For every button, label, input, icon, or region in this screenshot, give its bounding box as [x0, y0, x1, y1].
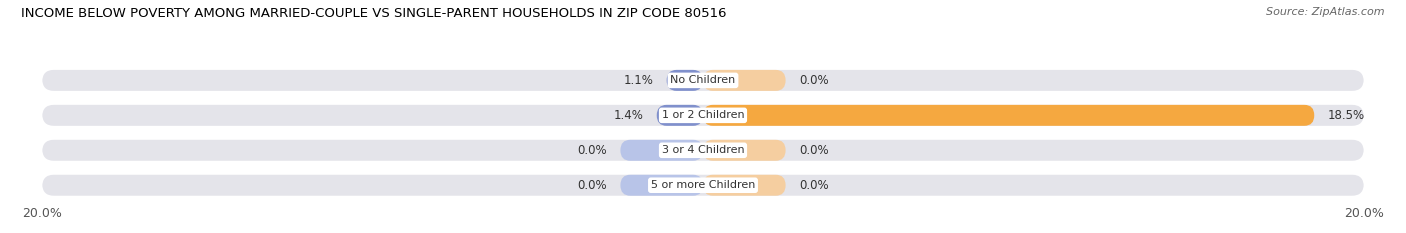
FancyBboxPatch shape: [703, 140, 786, 161]
Text: 0.0%: 0.0%: [578, 144, 607, 157]
FancyBboxPatch shape: [703, 175, 786, 196]
Text: 1.1%: 1.1%: [624, 74, 654, 87]
Text: INCOME BELOW POVERTY AMONG MARRIED-COUPLE VS SINGLE-PARENT HOUSEHOLDS IN ZIP COD: INCOME BELOW POVERTY AMONG MARRIED-COUPL…: [21, 7, 727, 20]
FancyBboxPatch shape: [620, 140, 703, 161]
FancyBboxPatch shape: [42, 140, 1364, 161]
Text: 0.0%: 0.0%: [578, 179, 607, 192]
Text: Source: ZipAtlas.com: Source: ZipAtlas.com: [1267, 7, 1385, 17]
FancyBboxPatch shape: [42, 175, 1364, 196]
Text: 0.0%: 0.0%: [799, 144, 828, 157]
Text: 3 or 4 Children: 3 or 4 Children: [662, 145, 744, 155]
Text: 0.0%: 0.0%: [799, 74, 828, 87]
Text: 18.5%: 18.5%: [1327, 109, 1365, 122]
FancyBboxPatch shape: [620, 175, 703, 196]
FancyBboxPatch shape: [703, 105, 1315, 126]
Text: 5 or more Children: 5 or more Children: [651, 180, 755, 190]
Text: 1.4%: 1.4%: [613, 109, 644, 122]
FancyBboxPatch shape: [42, 70, 1364, 91]
FancyBboxPatch shape: [42, 105, 1364, 126]
FancyBboxPatch shape: [666, 70, 703, 91]
Text: No Children: No Children: [671, 75, 735, 85]
Text: 0.0%: 0.0%: [799, 179, 828, 192]
FancyBboxPatch shape: [703, 70, 786, 91]
FancyBboxPatch shape: [657, 105, 703, 126]
Text: 1 or 2 Children: 1 or 2 Children: [662, 110, 744, 120]
